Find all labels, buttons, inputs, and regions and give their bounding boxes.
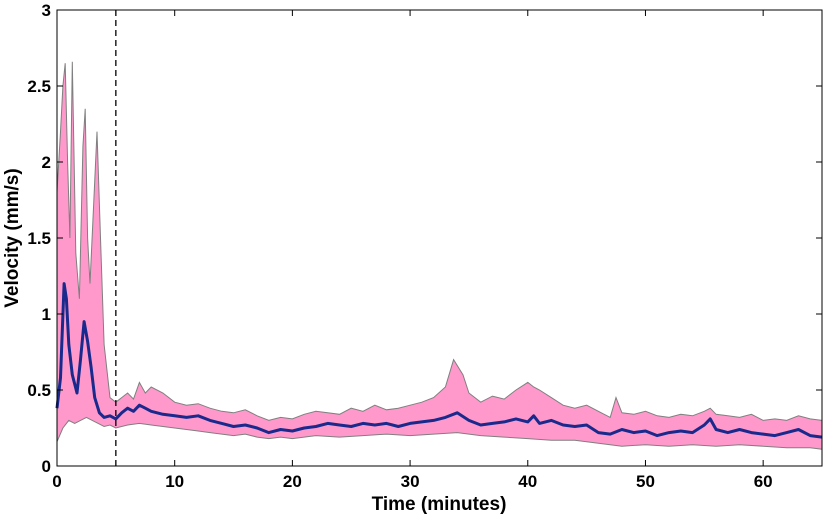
y-tick-label: 2.5 [27,77,51,96]
x-tick-label: 60 [754,472,773,491]
y-tick-label: 0 [42,457,51,476]
y-tick-label: 1 [42,305,51,324]
x-tick-label: 50 [636,472,655,491]
y-tick-label: 3 [42,1,51,20]
x-axis-title: Time (minutes) [372,494,507,515]
band-upper-edge [56,61,823,421]
axes: 0 10 20 30 40 50 60 0 0.5 1 1.5 2 2.5 3 [27,1,823,491]
confidence-band [57,61,822,450]
y-tick-label: 2 [42,153,51,172]
y-tick-label: 0.5 [27,381,51,400]
x-tick-label: 20 [283,472,302,491]
band-lower-edge [56,416,823,450]
x-tick-label: 40 [518,472,537,491]
x-tick-label: 30 [401,472,420,491]
x-tick-label: 10 [165,472,184,491]
y-tick-label: 1.5 [27,229,51,248]
y-axis-title: Velocity (mm/s) [2,168,23,307]
mean-velocity-line [55,282,823,439]
plot-area [55,10,823,466]
x-tick-label: 0 [52,472,61,491]
